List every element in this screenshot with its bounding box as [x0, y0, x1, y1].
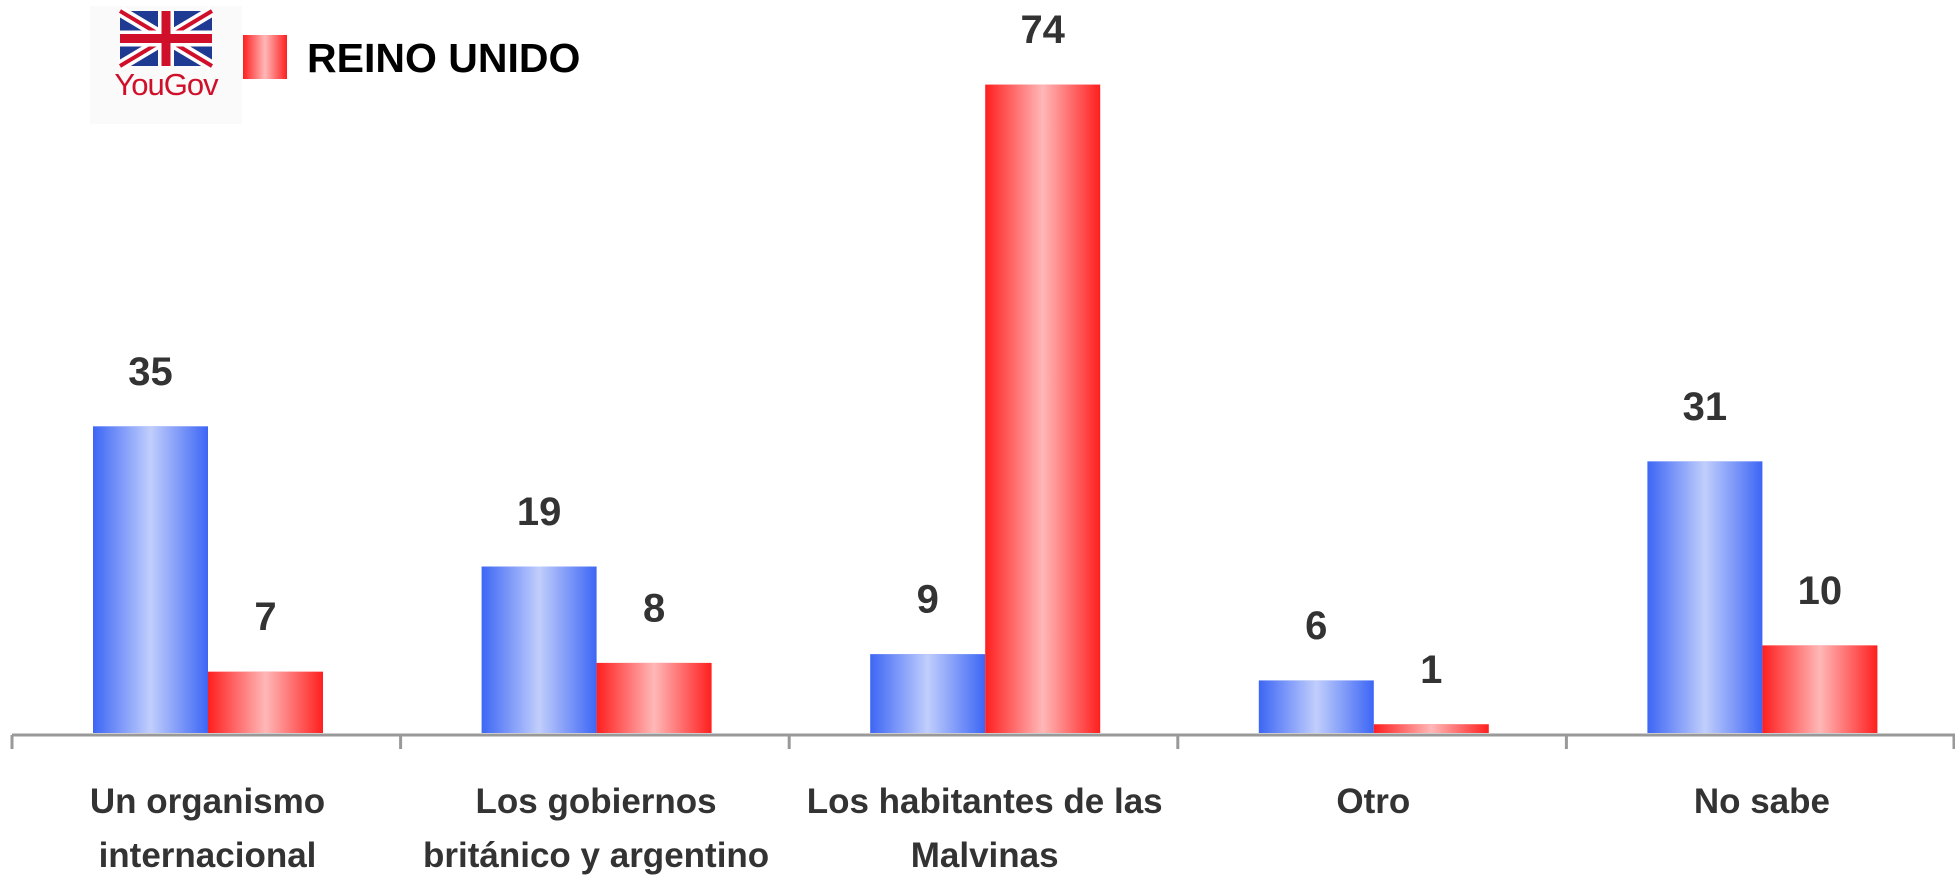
bar [1373, 724, 1489, 733]
legend-swatch-shine [243, 35, 287, 79]
x-tick-label: Los habitantes de las Malvinas [806, 782, 1163, 875]
bar [1258, 680, 1374, 733]
logo-text: YouGov [114, 67, 219, 102]
bar [985, 84, 1101, 733]
value-label: 8 [643, 586, 665, 630]
x-tick-label: Un organismo internacional [89, 782, 326, 875]
bar [596, 662, 712, 733]
flag [117, 6, 215, 71]
value-label: 7 [254, 595, 276, 639]
value-label: 1 [1420, 648, 1442, 692]
bar [870, 654, 986, 733]
value-label: 19 [517, 490, 562, 534]
value-label: 74 [1020, 8, 1065, 52]
bar [1647, 461, 1763, 733]
legend-label: REINO UNIDO [307, 35, 580, 81]
logo: YouGov [90, 6, 242, 124]
bar [1762, 645, 1878, 733]
value-label: 9 [917, 578, 939, 622]
x-tick-label: Otro [1336, 782, 1411, 821]
bar [481, 566, 597, 733]
bar [208, 671, 323, 733]
x-tick-label: Los gobiernos británico y argentino [423, 782, 770, 875]
value-label: 10 [1798, 569, 1843, 613]
value-label: 31 [1683, 385, 1728, 429]
x-tick-label: No sabe [1693, 782, 1830, 821]
value-label: 6 [1305, 604, 1327, 648]
value-label: 35 [128, 350, 173, 394]
bar [93, 426, 208, 733]
